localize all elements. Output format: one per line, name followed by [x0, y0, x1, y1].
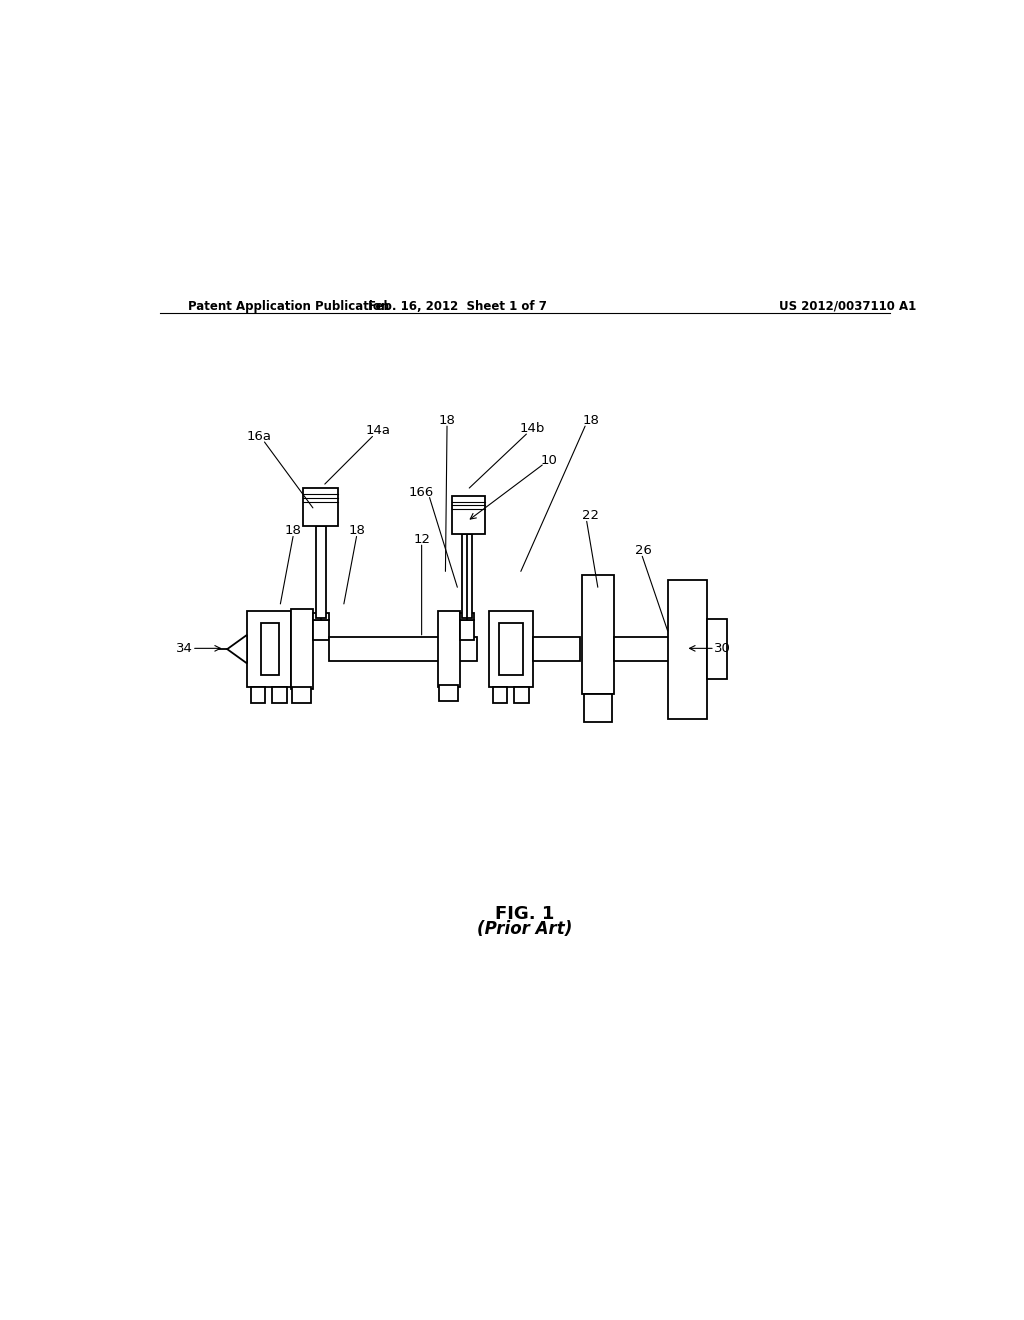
- Bar: [247, 611, 291, 686]
- Text: 18: 18: [348, 524, 365, 537]
- Text: 16a: 16a: [247, 430, 271, 444]
- Text: FIG. 1: FIG. 1: [496, 904, 554, 923]
- Text: (Prior Art): (Prior Art): [477, 920, 572, 937]
- Text: 26: 26: [636, 544, 652, 557]
- Bar: [582, 576, 613, 694]
- Bar: [303, 488, 338, 527]
- Bar: [439, 685, 458, 701]
- Bar: [613, 638, 670, 661]
- Text: 18: 18: [583, 414, 599, 428]
- Bar: [313, 614, 329, 620]
- Text: 22: 22: [583, 510, 599, 523]
- Bar: [291, 610, 313, 689]
- Bar: [452, 496, 485, 535]
- Bar: [329, 638, 477, 661]
- Bar: [708, 619, 727, 680]
- Polygon shape: [227, 635, 247, 664]
- Text: 30: 30: [714, 642, 730, 655]
- Bar: [261, 623, 279, 675]
- Bar: [292, 688, 311, 704]
- Text: 34: 34: [176, 642, 194, 655]
- Bar: [499, 623, 523, 675]
- Bar: [514, 686, 528, 702]
- Bar: [316, 527, 326, 618]
- Bar: [251, 686, 265, 702]
- Bar: [489, 611, 532, 686]
- Text: 18: 18: [438, 414, 456, 428]
- Bar: [668, 579, 708, 718]
- Text: 14a: 14a: [366, 425, 390, 437]
- Bar: [494, 686, 507, 702]
- Bar: [313, 620, 329, 640]
- Bar: [462, 535, 472, 618]
- Bar: [532, 638, 581, 661]
- Text: US 2012/0037110 A1: US 2012/0037110 A1: [778, 300, 916, 313]
- Text: Feb. 16, 2012  Sheet 1 of 7: Feb. 16, 2012 Sheet 1 of 7: [368, 300, 547, 313]
- Bar: [584, 694, 612, 722]
- Text: 10: 10: [541, 454, 557, 467]
- Text: Patent Application Publication: Patent Application Publication: [187, 300, 389, 313]
- Text: 14b: 14b: [520, 422, 546, 436]
- Text: 18: 18: [285, 524, 301, 537]
- Text: 166: 166: [409, 486, 434, 499]
- Bar: [437, 611, 460, 686]
- Bar: [460, 620, 474, 640]
- Bar: [460, 614, 474, 620]
- Text: 12: 12: [413, 533, 430, 546]
- Bar: [272, 686, 287, 702]
